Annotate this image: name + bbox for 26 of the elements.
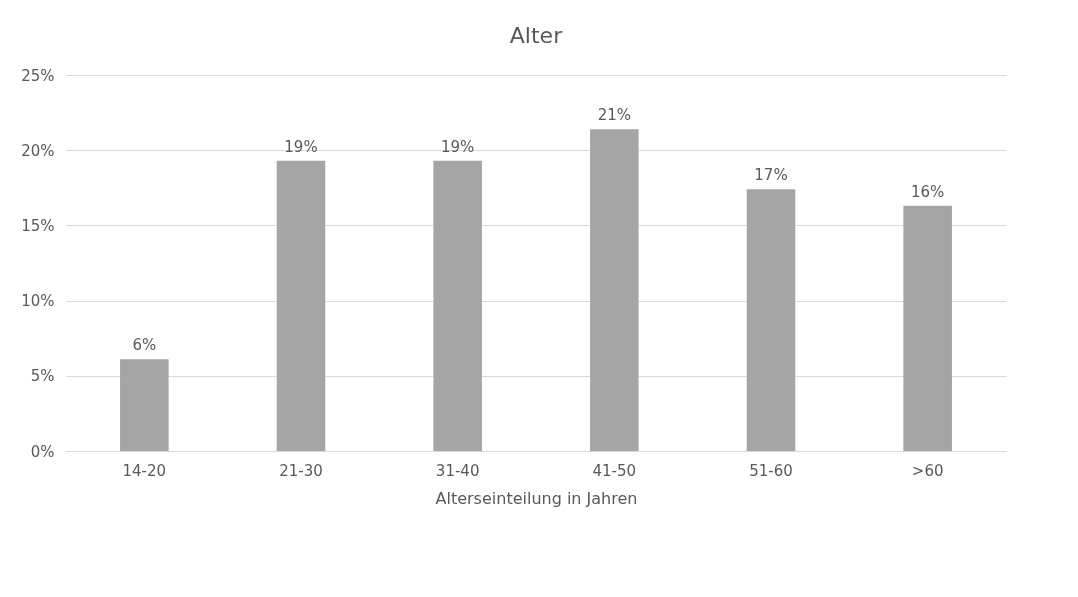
x-axis-title: Alterseinteilung in Jahren bbox=[435, 488, 638, 508]
bar bbox=[590, 129, 639, 451]
y-tick-label: 20% bbox=[21, 141, 55, 160]
y-tick-label: 10% bbox=[21, 292, 55, 311]
data-label: 19% bbox=[440, 137, 475, 156]
bar bbox=[433, 160, 482, 451]
data-label: 6% bbox=[132, 336, 157, 355]
y-tick-label: 25% bbox=[21, 66, 55, 85]
x-tick-label: >60 bbox=[911, 461, 944, 480]
bar bbox=[276, 160, 326, 451]
bar bbox=[903, 205, 952, 451]
data-label: 16% bbox=[910, 182, 945, 201]
bar bbox=[120, 359, 169, 451]
y-tick-label: 15% bbox=[21, 216, 55, 235]
y-tick-label: 0% bbox=[30, 442, 55, 461]
y-tick-label: 5% bbox=[30, 367, 55, 386]
data-label: 21% bbox=[597, 106, 632, 125]
data-label: 17% bbox=[754, 166, 788, 185]
x-tick-label: 21-30 bbox=[279, 461, 323, 480]
chart-title: Alter bbox=[509, 23, 564, 48]
x-tick-label: 51-60 bbox=[749, 461, 793, 480]
x-tick-label: 14-20 bbox=[122, 461, 167, 480]
data-label: 19% bbox=[284, 137, 318, 156]
x-tick-label: 31-40 bbox=[435, 461, 480, 480]
x-tick-label: 41-50 bbox=[592, 461, 637, 480]
bar bbox=[746, 189, 796, 451]
